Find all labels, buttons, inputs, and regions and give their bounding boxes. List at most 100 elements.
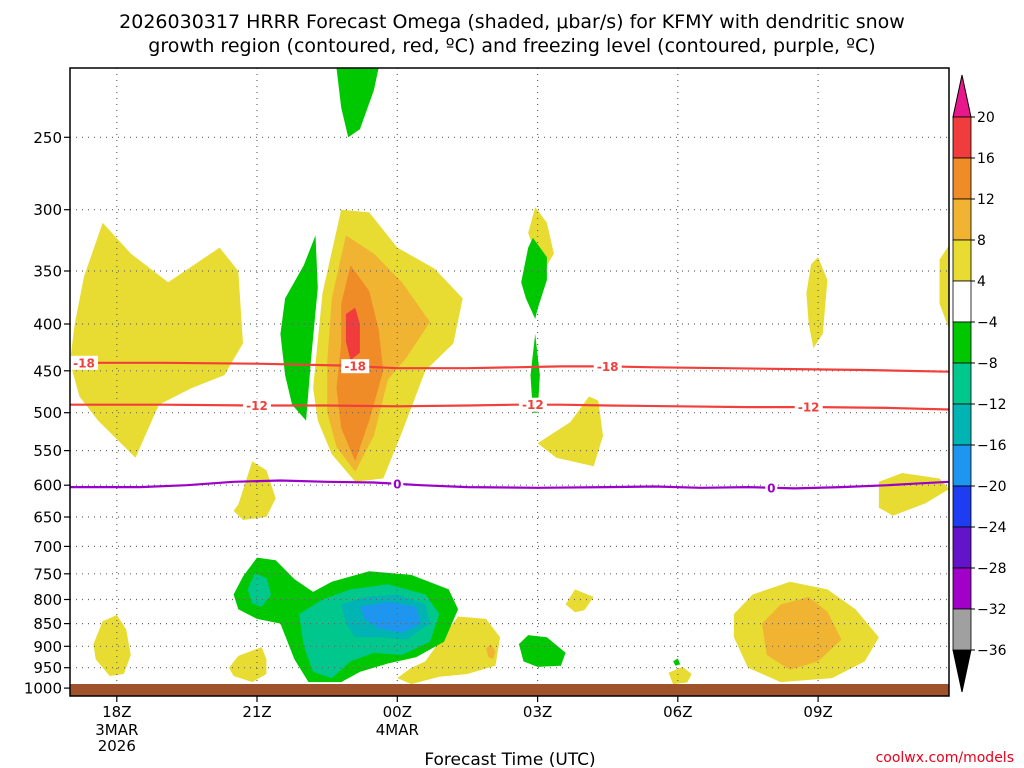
colorbar-label-10: −24 — [977, 520, 1007, 536]
y-tick-label-400: 400 — [33, 316, 62, 334]
omega-region-5 — [345, 307, 360, 361]
colorbar-bin-4 — [952, 280, 972, 323]
omega-region-13 — [762, 597, 842, 670]
y-tick-label-750: 750 — [33, 565, 62, 583]
omega-region-29 — [673, 658, 681, 666]
omega-region-27 — [359, 601, 421, 633]
colorbar-bin-10 — [952, 526, 972, 569]
colorbar-label-5: −4 — [977, 315, 998, 331]
ground-surface — [70, 684, 949, 696]
contour-label-bg — [391, 476, 404, 491]
y-tick-label-350: 350 — [33, 263, 62, 281]
colorbar-bin-1 — [952, 157, 972, 200]
contour-label-1-0: -12 — [246, 399, 268, 413]
x-tick-sublabel: 2026 — [98, 737, 136, 755]
y-tick-label-500: 500 — [33, 404, 62, 422]
colorbar-bin-11 — [952, 567, 972, 610]
y-tick-label-650: 650 — [33, 509, 62, 527]
contour-label-2-0: 0 — [393, 477, 401, 491]
colorbar-label-11: −28 — [977, 561, 1007, 577]
omega-region-24 — [247, 573, 271, 607]
colorbar-bin-2 — [952, 198, 972, 241]
omega-region-17 — [397, 616, 501, 685]
x-tick-sublabel: 4MAR — [376, 721, 419, 739]
omega-region-11 — [565, 589, 594, 613]
contour-line-2 — [70, 479, 950, 490]
temperature-contours: -18 -18 -18 -12 -12 -12 0 0 — [70, 355, 950, 495]
contour-label-0-2: -18 — [597, 360, 619, 374]
x-tick-label-06Z: 06Z — [663, 703, 692, 721]
colorbar-label-0: 20 — [977, 110, 995, 126]
title-line-2: growth region (contoured, red, ºC) and f… — [148, 35, 875, 57]
site-credit: coolwx.com/models — [876, 750, 1014, 766]
plot-frame — [69, 67, 950, 697]
colorbar-bin-7 — [952, 403, 972, 446]
colorbar-label-13: −36 — [977, 643, 1007, 659]
omega-region-18 — [486, 644, 496, 660]
colorbar-top-arrow — [952, 74, 972, 118]
colorbar-label-9: −20 — [977, 479, 1007, 495]
colorbar-bin-9 — [952, 485, 972, 528]
x-tick-label-00Z: 00Z — [383, 703, 412, 721]
y-tick-label-850: 850 — [33, 615, 62, 633]
y-tick-label-700: 700 — [33, 538, 62, 556]
y-tick-label-250: 250 — [33, 129, 62, 147]
colorbar-label-2: 12 — [977, 192, 995, 208]
colorbar-label-4: 4 — [977, 274, 986, 290]
colorbar-label-6: −8 — [977, 356, 998, 372]
contour-line-0 — [70, 361, 950, 373]
omega-region-8 — [806, 257, 828, 349]
omega-region-14 — [668, 666, 692, 685]
x-tick-label-18Z: 18Z — [102, 703, 131, 721]
x-tick-label-03Z: 03Z — [523, 703, 552, 721]
omega-region-21 — [521, 237, 547, 319]
colorbar: 20 16 12 8 4 −4 −8 −12 −16 −20 −24 −28 −32 −36 — [952, 74, 1007, 693]
omega-shading — [70, 68, 949, 685]
colorbar-label-12: −32 — [977, 602, 1007, 618]
contour-label-bg — [70, 355, 98, 370]
y-tick-label-300: 300 — [33, 201, 62, 219]
omega-region-9 — [939, 245, 949, 329]
colorbar-bin-6 — [952, 362, 972, 405]
colorbar-bin-5 — [952, 321, 972, 364]
contour-label-bg — [243, 398, 271, 413]
colorbar-label-8: −16 — [977, 438, 1007, 454]
contour-label-bg — [765, 480, 778, 495]
colorbar-bin-0 — [952, 116, 972, 159]
colorbar-label-1: 16 — [977, 151, 995, 167]
plot-area: -18 -18 -18 -12 -12 -12 0 0 — [69, 67, 950, 697]
colorbar-bottom-arrow — [952, 649, 972, 693]
y-axis: 250 300 350 400 450 500 550 600 650 700 750 800 850 9… — [24, 129, 70, 698]
omega-region-1 — [233, 461, 276, 520]
colorbar-bin-8 — [952, 444, 972, 487]
omega-region-16 — [229, 647, 267, 683]
y-tick-label-550: 550 — [33, 442, 62, 460]
contour-label-2-1: 0 — [767, 481, 775, 495]
y-tick-label-450: 450 — [33, 362, 62, 380]
contour-label-bg — [341, 359, 370, 374]
contour-label-bg — [518, 397, 547, 412]
omega-region-15 — [93, 615, 131, 676]
x-tick-label-21Z: 21Z — [242, 703, 271, 721]
colorbar-bin-12 — [952, 608, 972, 651]
omega-region-19 — [336, 68, 379, 138]
y-tick-label-1000: 1000 — [24, 680, 62, 698]
omega-region-28 — [518, 635, 566, 667]
contour-label-bg — [794, 400, 823, 415]
contour-label-bg — [593, 359, 622, 374]
contour-label-1-2: -12 — [798, 401, 820, 415]
y-tick-label-950: 950 — [33, 659, 62, 677]
colorbar-label-7: −12 — [977, 397, 1007, 413]
contour-label-0-1: -18 — [344, 360, 366, 374]
contour-label-1-1: -12 — [522, 398, 544, 412]
x-axis-label: Forecast Time (UTC) — [424, 750, 595, 768]
omega-region-7 — [537, 396, 603, 467]
title-line-1: 2026030317 HRRR Forecast Omega (shaded, … — [119, 11, 905, 33]
colorbar-label-3: 8 — [977, 233, 986, 249]
y-tick-label-600: 600 — [33, 477, 62, 495]
x-tick-label-09Z: 09Z — [803, 703, 832, 721]
omega-region-0 — [70, 222, 243, 458]
omega-region-20 — [280, 235, 318, 421]
